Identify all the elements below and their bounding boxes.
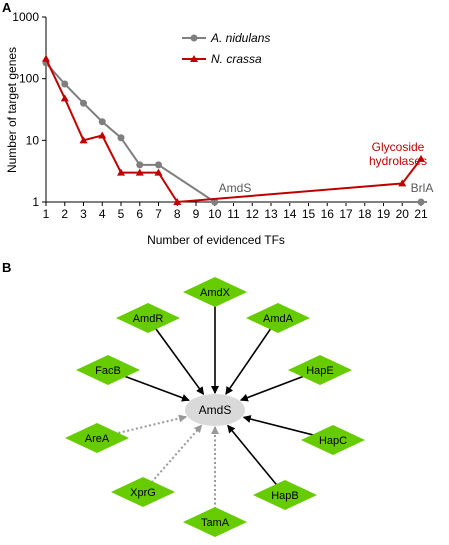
node-label-area: AreA — [85, 433, 110, 445]
x-tick-label: 15 — [302, 207, 316, 221]
node-amda — [246, 303, 310, 333]
data-point — [117, 134, 125, 142]
x-tick-label: 8 — [174, 207, 181, 221]
node-amdx — [183, 277, 247, 307]
x-tick-label: 11 — [227, 207, 240, 221]
data-point — [42, 54, 50, 62]
x-axis-label: Number of evidenced TFs — [147, 233, 285, 247]
network-edges — [109, 305, 321, 509]
data-point — [398, 179, 407, 187]
y-tick-label: 1 — [32, 195, 39, 209]
data-point — [136, 161, 144, 169]
edge-hapc — [242, 415, 321, 438]
annotation-amds: AmdS — [219, 181, 252, 195]
center-node-label: AmdS — [199, 403, 232, 417]
node-hapb — [253, 480, 317, 510]
center-node-amds — [185, 394, 245, 426]
node-tama — [183, 507, 247, 537]
data-point — [173, 198, 182, 205]
edge-amdr — [155, 328, 205, 395]
data-point — [98, 131, 107, 139]
node-label-hape: HapE — [306, 365, 334, 377]
data-point — [417, 154, 425, 162]
data-point — [211, 198, 219, 206]
x-tick-label: 12 — [246, 207, 260, 221]
node-area — [65, 423, 129, 453]
data-point — [79, 136, 88, 144]
x-tick-label: 2 — [61, 207, 68, 221]
y-axis-label: Number of target genes — [5, 47, 19, 173]
chart-series — [42, 54, 425, 206]
x-tick-label: 19 — [377, 207, 391, 221]
data-point — [155, 161, 162, 169]
x-tick-label: 5 — [118, 207, 125, 221]
edge-xprg — [150, 424, 203, 483]
data-point — [80, 99, 87, 107]
data-point — [98, 118, 106, 126]
node-hape — [288, 355, 352, 385]
node-label-facb: FacB — [95, 365, 121, 377]
annotation-glycoside: Glycoside — [372, 140, 425, 154]
regulatory-network: AmdX AmdA HapE HapC HapB TamA XprG AreA FacB AmdR… — [65, 277, 365, 537]
annotation-hydrolases: hydrolases — [369, 154, 427, 168]
legend-label-n-crassa: N. crassa — [211, 52, 262, 66]
chart-axes — [42, 16, 427, 206]
y-tick-label: 100 — [19, 72, 39, 86]
legend-marker-a-nidulans — [190, 34, 198, 42]
x-tick-label: 20 — [396, 207, 410, 221]
node-label-amda: AmdA — [263, 313, 294, 325]
y-tick-label: 1000 — [12, 10, 39, 24]
data-point — [117, 168, 125, 176]
data-point — [417, 198, 425, 206]
x-tick-label: 3 — [80, 207, 87, 221]
y-tick-label: 10 — [26, 133, 40, 147]
x-tick-label: 1 — [43, 207, 50, 221]
node-label-tama: TamA — [201, 517, 230, 529]
series-line-1 — [45, 58, 422, 204]
edge-facb — [119, 373, 190, 402]
node-xprg — [111, 477, 175, 507]
node-facb — [76, 355, 140, 385]
edge-amda — [225, 328, 272, 395]
node-label-xprg: XprG — [130, 487, 156, 499]
edge-area — [109, 414, 187, 436]
y-tick-labels: 1 10 100 1000 — [12, 10, 39, 209]
legend-label-a-nidulans: A. nidulans — [210, 31, 270, 45]
x-tick-label: 10 — [208, 207, 222, 221]
x-tick-label: 6 — [136, 207, 143, 221]
x-tick-label: 13 — [264, 207, 278, 221]
x-tick-labels: 1 2 3 4 5 6 7 8 9 10 11 12 13 14 15 16 17 18 19 20 21 — [43, 207, 428, 221]
data-point — [154, 168, 163, 176]
x-tick-label: 17 — [339, 207, 353, 221]
panel-b-label: B — [2, 260, 11, 275]
node-label-amdr: AmdR — [133, 313, 164, 325]
data-point — [135, 168, 144, 176]
data-point — [61, 80, 69, 88]
x-tick-label: 4 — [99, 207, 106, 221]
node-label-hapc: HapC — [319, 435, 347, 447]
x-tick-label: 14 — [283, 207, 297, 221]
x-tick-label: 16 — [321, 207, 335, 221]
node-hapc — [301, 425, 365, 455]
annotation-brla: BrlA — [411, 181, 434, 195]
network-nodes: AmdX AmdA HapE HapC HapB TamA XprG AreA FacB AmdR — [65, 277, 365, 537]
x-tick-label: 7 — [155, 207, 162, 221]
x-tick-label: 21 — [414, 207, 428, 221]
legend-marker-n-crassa — [190, 55, 198, 62]
x-tick-label: 18 — [358, 207, 372, 221]
edge-hapb — [227, 424, 278, 486]
x-tick-label: 9 — [193, 207, 200, 221]
node-label-hapb: HapB — [271, 490, 299, 502]
node-amdr — [116, 303, 180, 333]
edge-hape — [239, 373, 309, 402]
data-point — [60, 94, 69, 102]
node-label-amdx: AmdX — [200, 287, 231, 299]
chart-legend: A. nidulans N. crassa — [182, 31, 270, 66]
panel-a-label: A — [2, 0, 12, 15]
